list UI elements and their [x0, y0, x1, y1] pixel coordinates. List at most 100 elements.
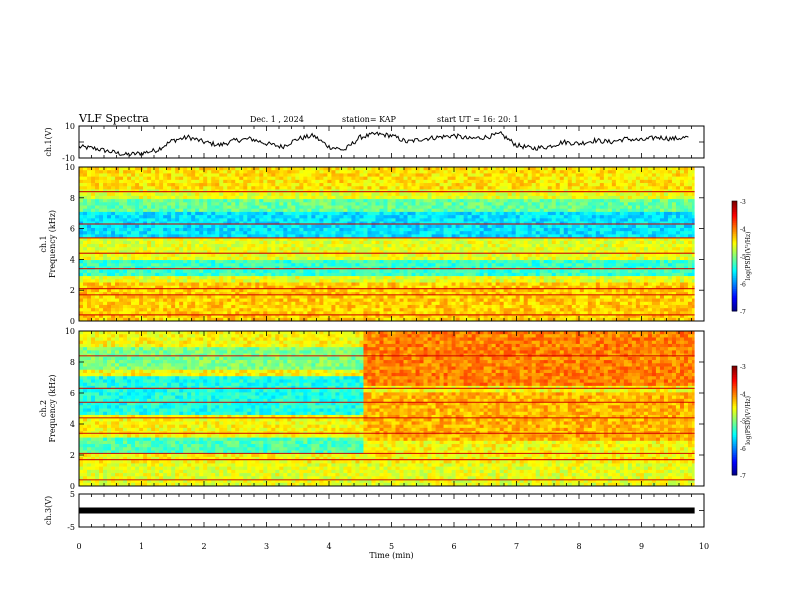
spectrogram-cell — [83, 199, 88, 203]
spectrogram-cell — [367, 311, 372, 315]
spectrogram-cell — [347, 304, 352, 309]
spectrogram-cell — [331, 186, 336, 190]
spectrogram-cell — [339, 170, 344, 174]
spectrogram-cell — [79, 186, 84, 190]
spectrogram-cell — [211, 170, 216, 174]
spectrogram-cell — [231, 260, 236, 264]
spectrogram-cell — [327, 205, 332, 210]
spectrogram-cell — [303, 292, 308, 296]
spectrogram-cell — [483, 272, 488, 277]
spectrogram-cell — [215, 167, 220, 171]
spectrogram-cell — [239, 288, 244, 293]
spectrogram-cell — [359, 199, 364, 203]
spectrogram-cell — [79, 167, 84, 171]
spectrogram-cell — [399, 263, 404, 267]
spectrogram-cell — [335, 218, 340, 222]
spectrogram-cell — [163, 170, 168, 174]
spectrogram-cell — [95, 301, 100, 306]
spectrogram-cell — [379, 199, 384, 203]
spectrogram-cell — [111, 292, 116, 296]
spectrogram-cell — [115, 224, 120, 229]
spectrogram-cell — [263, 269, 268, 274]
spectrogram-cell — [131, 247, 136, 251]
spectrogram-cell — [107, 224, 112, 229]
spectrogram-cell — [435, 285, 440, 290]
spectrogram-cell — [307, 285, 312, 290]
spectrogram-cell — [263, 211, 268, 216]
spectrogram-cell — [251, 215, 256, 219]
spectrogram-cell — [123, 227, 128, 232]
spectrogram-cell — [315, 231, 320, 235]
spectrogram-cell — [123, 205, 128, 210]
spectrogram-cell — [211, 208, 216, 213]
spectrogram-cell — [243, 176, 248, 181]
spectrogram-cell — [107, 176, 112, 181]
spectrogram-cell — [311, 176, 316, 181]
spectrogram-cell — [283, 186, 288, 190]
spectrogram-cell — [459, 256, 464, 261]
spectrogram-cell — [211, 276, 216, 280]
spectrogram-cell — [159, 263, 164, 267]
spectrogram-cell — [311, 173, 316, 177]
spectrogram-cell — [335, 272, 340, 277]
spectrogram-cell — [203, 285, 208, 290]
spectrogram-cell — [211, 234, 216, 238]
spectrogram-cell — [199, 272, 204, 277]
spectrogram-cell — [243, 308, 248, 312]
spectrogram-cell — [375, 282, 380, 287]
spectrogram-cell — [307, 288, 312, 293]
spectrogram-cell — [399, 282, 404, 287]
spectrogram-cell — [179, 250, 184, 254]
spectrogram-cell — [283, 195, 288, 200]
spectrogram-cell — [267, 298, 272, 303]
spectrogram-cell — [103, 240, 108, 245]
spectrogram-cell — [447, 244, 452, 248]
spectrogram-cell — [367, 183, 372, 187]
spectrogram-cell — [423, 244, 428, 248]
spectrogram-cell — [135, 292, 140, 296]
spectrogram-cell — [115, 205, 120, 210]
spectrogram-cell — [287, 186, 292, 190]
spectrogram-cell — [279, 276, 284, 280]
spectrogram-cell — [271, 234, 276, 238]
spectrogram-cell — [351, 311, 356, 315]
spectrogram-cell — [231, 295, 236, 299]
spectrogram-cell — [183, 279, 188, 283]
spectrogram-cell — [115, 183, 120, 187]
spectrogram-cell — [459, 173, 464, 177]
spectrogram-cell — [327, 176, 332, 181]
spectrogram-cell — [315, 199, 320, 203]
spectrogram-cell — [323, 263, 328, 267]
spectrogram-cell — [259, 234, 264, 238]
spectrogram-cell — [331, 317, 336, 322]
spectrogram-cell — [163, 263, 168, 267]
spectrogram-cell — [399, 260, 404, 264]
spectrogram-cell — [447, 205, 452, 210]
spectrogram-cell — [471, 199, 476, 203]
spectrogram-cell — [83, 292, 88, 296]
spectrogram-cell — [439, 256, 444, 261]
spectrogram-cell — [475, 202, 480, 206]
spectrogram-cell — [371, 167, 376, 171]
spectrogram-cell — [335, 183, 340, 187]
spectrogram-cell — [399, 167, 404, 171]
spectrogram-cell — [403, 215, 408, 219]
spectrogram-cell — [99, 227, 104, 232]
spectrogram-cell — [363, 301, 368, 306]
spectrogram-cell — [211, 240, 216, 245]
spectrogram-cell — [435, 314, 440, 319]
spectrogram-cell — [275, 282, 280, 287]
spectrogram-cell — [255, 272, 260, 277]
spectrogram-cell — [223, 202, 228, 206]
spectrogram-cell — [123, 176, 128, 181]
spectrogram-cell — [403, 285, 408, 290]
spectrogram-cell — [159, 192, 164, 197]
spectrogram-cell — [247, 285, 252, 290]
spectrogram-cell — [431, 173, 436, 177]
spectrogram-cell — [167, 234, 172, 238]
spectrogram-cell — [407, 295, 412, 299]
spectrogram-cell — [427, 192, 432, 197]
spectrogram-cell — [435, 301, 440, 306]
spectrogram-cell — [451, 304, 456, 309]
spectrogram-cell — [243, 179, 248, 184]
